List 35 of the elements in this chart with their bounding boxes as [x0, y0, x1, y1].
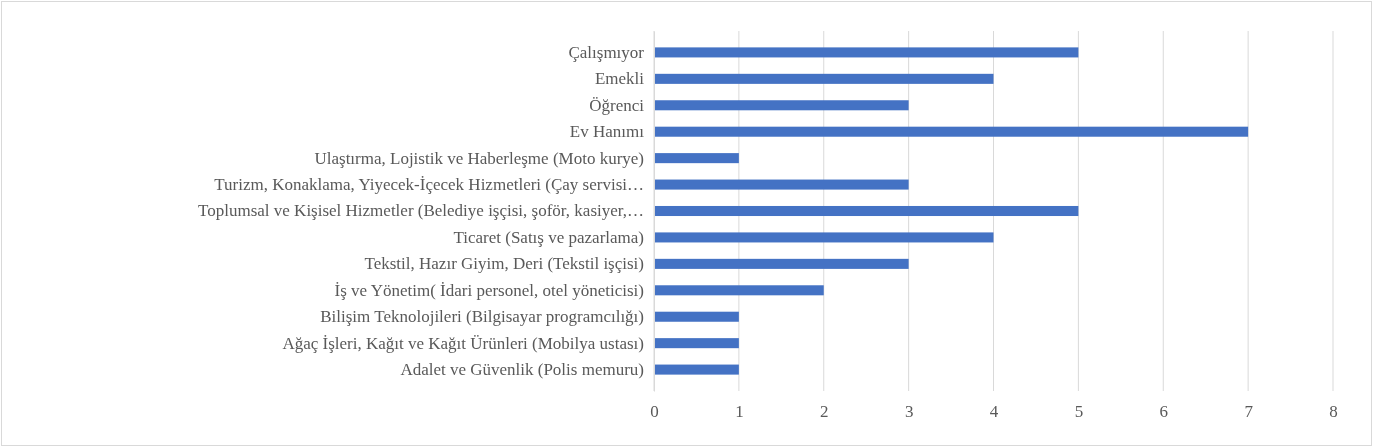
y-tick-label: Turizm, Konaklama, Yiyecek-İçecek Hizmetleri (Çay servisi…: [214, 175, 644, 195]
x-tick-label: 6: [1159, 402, 1168, 422]
x-tick-label: 3: [904, 402, 914, 422]
x-tick-label: 5: [1074, 402, 1084, 422]
x-tick-label: 8: [1329, 402, 1338, 422]
y-tick-label: İş ve Yönetim( İdari personel, otel yöneticisi): [334, 280, 644, 300]
y-tick-label: Bilişim Teknolojileri (Bilgisayar programcılığı): [320, 307, 644, 327]
bar: [654, 205, 1079, 217]
y-tick-label: Ağaç İşleri, Kağıt ve Kağıt Ürünleri (Mobilya ustası): [282, 333, 644, 353]
x-tick-label: 4: [989, 402, 999, 422]
y-tick-label: Ulaştırma, Lojistik ve Haberleşme (Moto kurye): [314, 148, 644, 168]
bar: [654, 338, 739, 349]
y-tick-label: Tekstil, Hazır Giyim, Deri (Tekstil işçisi): [364, 254, 644, 274]
bar: [654, 179, 909, 190]
y-tick-label: Emekli: [594, 69, 645, 89]
bar: [654, 126, 1249, 137]
bar: [654, 232, 994, 243]
x-tick-label: 2: [820, 402, 829, 422]
bar: [654, 47, 1079, 58]
y-tick-label: Ticaret (Satış ve pazarlama): [453, 227, 644, 247]
bar: [654, 258, 909, 269]
x-tick-label: 0: [650, 402, 659, 422]
y-tick-label: Çalışmıyor: [568, 42, 645, 62]
x-tick-label: 1: [735, 402, 744, 422]
y-tick-label: Ev Hanımı: [569, 122, 645, 142]
bar: [654, 311, 739, 322]
bar: [654, 364, 739, 375]
bar: [654, 285, 824, 296]
bar: [654, 73, 994, 84]
y-tick-label: Adalet ve Güvenlik (Polis memuru): [400, 360, 644, 380]
y-tick-label: Öğrenci: [589, 95, 645, 115]
bar: [654, 100, 909, 111]
bar: [654, 153, 739, 164]
x-tick-label: 7: [1244, 402, 1254, 422]
y-tick-label: Toplumsal ve Kişisel Hizmetler (Belediye işçisi, şoför, kasiyer,…: [198, 201, 644, 221]
